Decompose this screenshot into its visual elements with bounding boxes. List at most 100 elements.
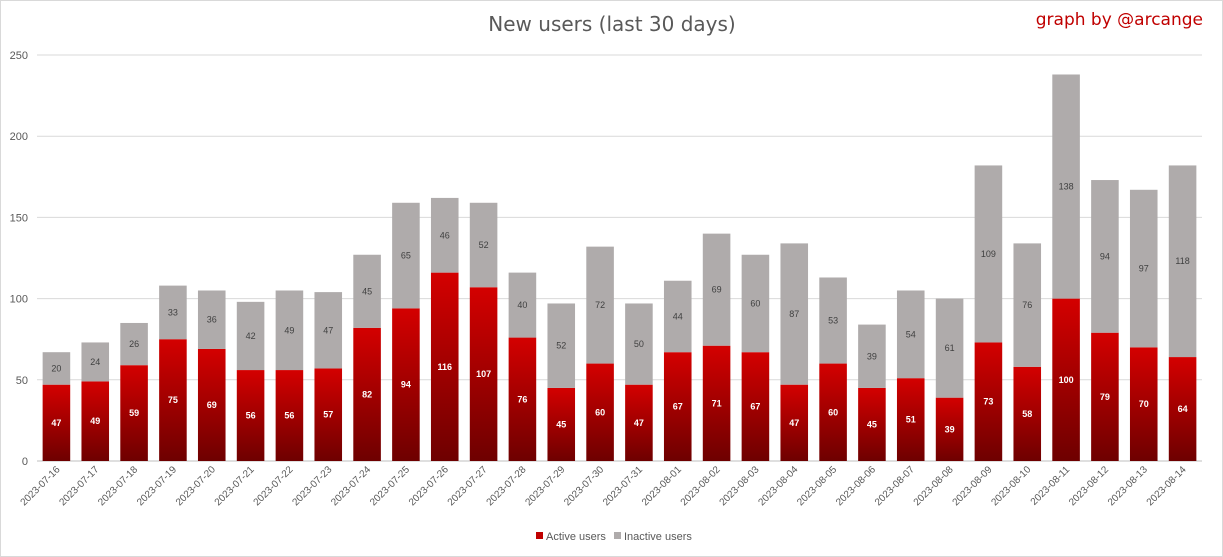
bar-active-users [625,384,653,461]
data-label-active: 56 [246,411,256,421]
bar-inactive-users [392,202,420,309]
legend-label-active: Active users [546,531,606,543]
bar-inactive-users [780,243,809,385]
bar-active-users [974,342,1003,461]
data-label-inactive: 49 [284,325,294,335]
bar-active-users [314,368,343,461]
bar-inactive-users [741,254,770,353]
bar-inactive-users [547,303,576,388]
data-label-active: 67 [673,402,683,412]
data-label-inactive: 87 [789,309,799,319]
bar-active-users [392,308,420,461]
legend-swatch-inactive [614,532,621,539]
data-label-inactive: 52 [556,341,566,351]
data-label-active: 60 [595,407,605,417]
data-label-active: 107 [476,369,491,379]
data-label-inactive: 76 [1022,300,1032,310]
bar-inactive-users [508,272,537,338]
bars: 47 20 49 24 59 26 75 33 69 36 56 42 56 49 57 47 82 45 94 65… [42,74,1197,461]
bar-inactive-users [1091,180,1119,333]
data-label-inactive: 53 [828,316,838,326]
bar-inactive-users [275,290,304,371]
bar-active-users [197,348,226,461]
data-label-active: 45 [867,419,877,429]
y-tick-label: 50 [16,375,28,387]
bar-active-users [508,337,537,461]
bar-active-users [858,387,886,461]
bar-active-users [236,370,265,461]
bar-active-users [741,352,770,461]
data-label-inactive: 44 [673,311,683,321]
bar-active-users [1091,332,1119,461]
data-label-active: 94 [401,380,411,390]
bar-active-users [1129,347,1158,461]
credit-label: graph by @arcange [1036,10,1203,30]
bar-inactive-users [1052,74,1080,299]
bar-inactive-users [663,280,692,353]
data-label-inactive: 36 [207,315,217,325]
data-label-active: 73 [983,397,993,407]
data-label-active: 47 [789,418,799,428]
data-label-inactive: 26 [129,339,139,349]
bar-active-users [275,370,304,461]
data-label-inactive: 40 [517,300,527,310]
bar-inactive-users [819,277,847,364]
bar-active-users [430,272,459,461]
bar-inactive-users [236,301,265,371]
data-label-inactive: 46 [440,230,450,240]
bar-inactive-users [702,233,731,346]
bar-inactive-users [469,202,498,288]
data-label-inactive: 42 [246,331,256,341]
data-label-inactive: 97 [1139,264,1149,274]
bar-active-users [159,339,187,461]
bar-inactive-users [81,342,110,382]
data-label-inactive: 33 [168,307,178,317]
chart-title: New users (last 30 days) [488,12,735,36]
data-label-active: 116 [437,362,452,372]
data-label-active: 70 [1139,399,1149,409]
bar-active-users [1052,298,1080,461]
data-label-inactive: 61 [945,343,955,353]
bar-active-users [81,381,110,461]
data-label-inactive: 45 [362,286,372,296]
data-label-inactive: 54 [906,329,916,339]
data-label-active: 49 [90,416,100,426]
data-label-active: 39 [945,424,955,434]
data-label-inactive: 52 [479,240,489,250]
data-label-active: 47 [634,418,644,428]
data-label-active: 76 [517,394,527,404]
bar-active-users [663,352,692,461]
bar-inactive-users [197,290,226,349]
data-label-active: 45 [556,419,566,429]
data-label-active: 100 [1059,375,1074,385]
data-label-active: 47 [51,418,61,428]
bar-active-users [586,363,614,461]
data-label-active: 57 [323,410,333,420]
bar-inactive-users [974,165,1003,343]
bar-active-users [120,365,148,461]
data-label-inactive: 60 [750,298,760,308]
data-label-inactive: 72 [595,300,605,310]
y-tick-label: 150 [10,212,28,224]
bar-active-users [353,327,381,461]
data-label-active: 75 [168,395,178,405]
data-label-active: 69 [207,400,217,410]
bar-inactive-users [858,324,886,388]
data-label-inactive: 109 [981,249,996,259]
bar-inactive-users [935,298,964,398]
bar-inactive-users [896,290,925,379]
bar-inactive-users [314,292,343,369]
bar-inactive-users [159,285,187,340]
bar-inactive-users [42,352,71,385]
y-tick-label: 0 [22,456,28,468]
bar-inactive-users [625,303,653,385]
bar-inactive-users [120,322,148,366]
bar-active-users [1168,357,1197,461]
data-label-active: 51 [906,415,916,425]
data-label-inactive: 39 [867,351,877,361]
data-label-active: 82 [362,389,372,399]
data-label-active: 79 [1100,392,1110,402]
data-label-active: 71 [712,398,722,408]
